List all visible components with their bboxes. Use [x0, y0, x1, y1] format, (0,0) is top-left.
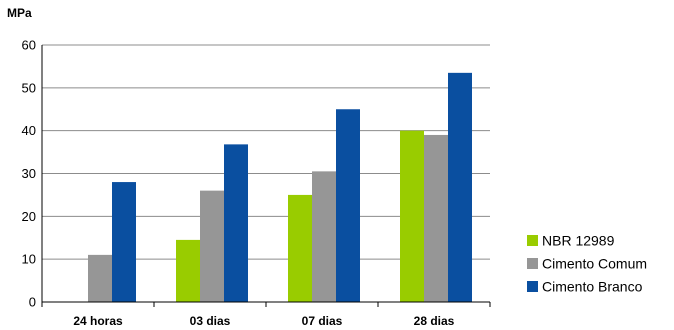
- legend: NBR 12989 Cimento Comum Cimento Branco: [527, 233, 647, 295]
- legend-label: Cimento Branco: [542, 279, 643, 295]
- y-tick-label: 40: [22, 123, 36, 138]
- bar-cimento-branco-07-dias: [336, 109, 360, 302]
- bar-cimento-comum-28-dias: [424, 134, 448, 302]
- y-tick-label: 0: [29, 295, 36, 310]
- bar-nbr-12989-28-dias: [400, 130, 424, 302]
- y-tick-label: 10: [22, 252, 36, 267]
- legend-swatch: [527, 235, 538, 246]
- legend-label: Cimento Comum: [542, 256, 647, 272]
- bar-nbr-12989-07-dias: [288, 194, 312, 302]
- bar-cimento-comum-07-dias: [312, 171, 336, 302]
- x-tick-label: 07 dias: [302, 314, 343, 328]
- bars: [88, 72, 472, 302]
- bar-cimento-branco-03-dias: [224, 144, 248, 302]
- bar-cimento-branco-24-horas: [112, 182, 136, 302]
- axes: [41, 45, 490, 303]
- legend-label: NBR 12989: [542, 233, 615, 249]
- y-tick-label: 30: [22, 166, 36, 181]
- bar-cimento-comum-24-horas: [88, 254, 112, 302]
- y-tick-labels: 0 10 20 30 40 50 60: [22, 38, 36, 310]
- y-axis-unit-label: MPa: [7, 6, 32, 20]
- y-tick-label: 50: [22, 80, 36, 95]
- legend-swatch: [527, 258, 538, 269]
- x-tick-label: 28 dias: [414, 314, 455, 328]
- bar-cimento-branco-28-dias: [448, 72, 472, 302]
- x-tick-label: 03 dias: [190, 314, 231, 328]
- y-tick-label: 20: [22, 209, 36, 224]
- bar-cimento-comum-03-dias: [200, 190, 224, 302]
- y-tick-label: 60: [22, 38, 36, 53]
- bar-nbr-12989-03-dias: [176, 239, 200, 302]
- legend-swatch: [527, 281, 538, 292]
- x-tick-labels: 24 horas 03 dias 07 dias 28 dias: [73, 314, 454, 328]
- x-tick-label: 24 horas: [73, 314, 123, 328]
